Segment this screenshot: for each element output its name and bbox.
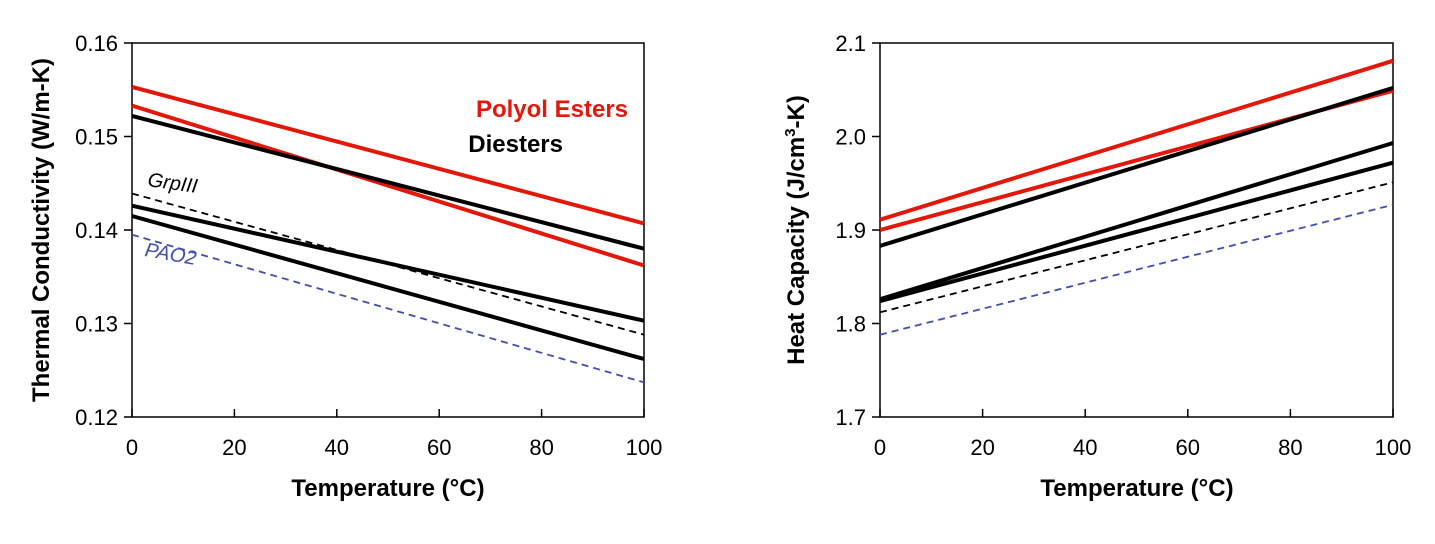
series-layer [879,58,1394,336]
thermal-conductivity-chart: 0 20 40 60 80 100 0.12 0.13 0.14 0.15 0.16 Tempera… [28,31,662,502]
series-line-diesters-2 [879,85,1394,248]
annotation-grpiii: GrpIII [146,169,199,198]
x-tick-label: 20 [222,435,246,460]
y-axis-title-superscript: 3 [782,128,799,136]
y-tick-label: 2.1 [835,31,866,56]
x-tick-label: 100 [1375,435,1412,460]
series-line-diesters-4 [879,160,1394,304]
x-tick-label: 60 [1176,435,1200,460]
tick-layer: 0 20 40 60 80 100 1.7 1.8 1.9 2.0 2.1 [835,31,1411,460]
series-layer [131,84,645,384]
x-tick-label: 60 [427,435,451,460]
series-line-pao2-6 [131,233,645,384]
x-axis-title: Temperature (°C) [291,475,484,502]
y-tick-label: 1.7 [835,405,866,430]
heat-capacity-chart: 0 20 40 60 80 100 1.7 1.8 1.9 2.0 2.1 Temperature … [782,31,1411,502]
y-tick-label: 0.15 [75,125,118,150]
series-line-pao2-6 [879,203,1394,336]
x-tick-label: 40 [1073,435,1097,460]
series-line-diesters-4 [131,214,645,361]
x-tick-label: 0 [126,435,138,460]
y-tick-label: 0.14 [75,218,118,243]
tick-layer: 0 20 40 60 80 100 0.12 0.13 0.14 0.15 0.16 [75,31,662,460]
y-tick-label: 0.12 [75,405,118,430]
legend-diesters: Diesters [468,131,563,158]
y-axis-title: Thermal Conductivity (W/m-K) [28,58,55,402]
y-tick-label: 1.9 [835,218,866,243]
y-tick-label: 2.0 [835,125,866,150]
y-axis-title: Heat Capacity (J/cm3-K) [782,95,810,365]
series-line-polyol-esters-0 [879,58,1394,222]
y-axis-title-suffix: -K) [783,95,810,128]
x-tick-label: 20 [970,435,994,460]
x-axis-title: Temperature (°C) [1040,475,1233,502]
series-line-grpiii-5 [131,192,645,336]
legend-polyol-esters: Polyol Esters [476,96,628,123]
y-tick-label: 1.8 [835,312,866,337]
series-line-diesters-3 [879,141,1394,302]
series-line-grpiii-5 [879,181,1394,314]
x-tick-label: 80 [529,435,553,460]
annotation-pao2: PAO2 [143,239,198,270]
y-tick-label: 0.16 [75,31,118,56]
y-tick-label: 0.13 [75,312,118,337]
x-tick-label: 100 [626,435,663,460]
series-line-polyol-esters-0 [131,84,645,226]
series-line-polyol-esters-1 [131,103,645,268]
series-line-diesters-2 [131,113,645,251]
y-axis-title-prefix: Heat Capacity (J/cm [783,137,810,365]
x-tick-label: 80 [1278,435,1302,460]
x-tick-label: 0 [874,435,886,460]
x-tick-label: 40 [325,435,349,460]
